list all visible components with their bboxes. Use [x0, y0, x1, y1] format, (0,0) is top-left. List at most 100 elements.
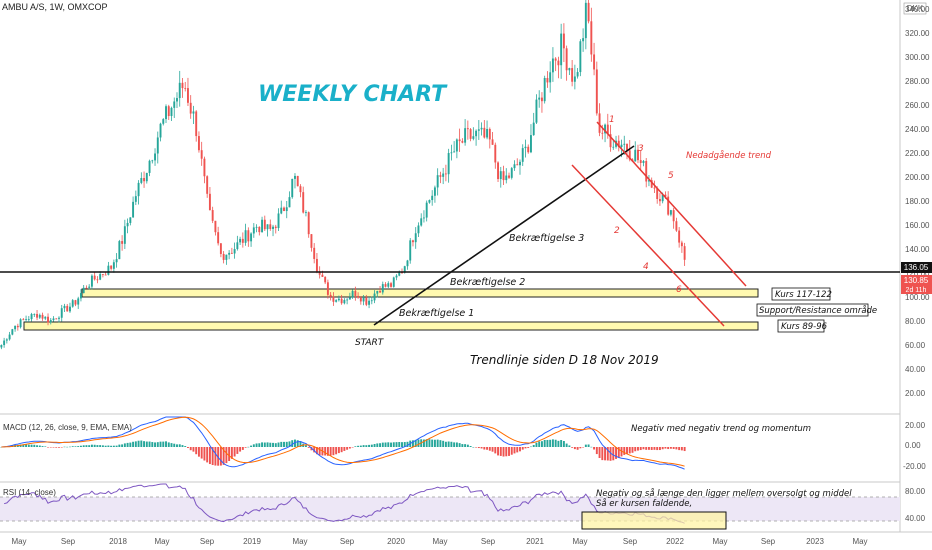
candle-body [472, 136, 475, 139]
candle-body [154, 153, 156, 161]
candle-body [669, 210, 672, 215]
macd-histogram-bar [52, 447, 55, 448]
macd-histogram-bar [315, 447, 318, 455]
candle-body [217, 232, 220, 244]
level-marker [901, 262, 932, 273]
candle-body [650, 180, 653, 188]
time-tick-label: Sep [761, 537, 776, 546]
candle-body [167, 106, 170, 117]
macd-histogram-bar [549, 439, 552, 447]
candle-body [477, 129, 480, 131]
candle-body [357, 295, 360, 298]
candle-body [244, 230, 247, 243]
macd-histogram-bar [357, 445, 360, 447]
macd-histogram-bar [27, 444, 30, 447]
candle-body [285, 207, 288, 212]
candle-body [398, 272, 401, 276]
candle-body [55, 318, 58, 320]
countdown-label: 2d 11h [906, 287, 927, 294]
macd-histogram-bar [431, 439, 434, 447]
candle-body [266, 224, 269, 230]
macd-histogram-bar [261, 442, 264, 447]
rsi-tick-1: 40.00 [905, 514, 926, 523]
macd-histogram-bar [466, 444, 469, 447]
candle-body [173, 101, 176, 108]
macd-histogram-bar [527, 447, 530, 448]
macd-histogram-bar [480, 447, 483, 449]
candle-body [395, 275, 398, 278]
macd-histogram-bar [508, 447, 510, 456]
candle-body [346, 299, 349, 301]
candle-body [140, 178, 143, 183]
time-tick-label: Sep [481, 537, 496, 546]
time-tick-label: Sep [61, 537, 76, 546]
macd-histogram-bar [211, 447, 214, 466]
macd-histogram-bar [401, 442, 403, 447]
candle-body [321, 274, 324, 277]
macd-histogram-bar [620, 447, 623, 457]
candle-body [241, 238, 244, 243]
rsi-polyline [3, 483, 685, 524]
time-tick-label: May [572, 537, 587, 546]
macd-histogram-bar [195, 447, 198, 455]
last-price-label: 130.85 [904, 276, 929, 285]
candle-body [579, 41, 582, 73]
macd-histogram-bar [645, 447, 648, 450]
candle-body [422, 217, 425, 219]
macd-histogram-bar [406, 441, 409, 447]
last-price-marker [901, 275, 932, 294]
macd-histogram-bar [540, 441, 543, 447]
candle-body [165, 106, 167, 120]
candle-body [387, 283, 390, 287]
zone-note-box [756, 303, 869, 317]
macd-histogram-bar [129, 442, 132, 447]
candle-body [466, 128, 469, 130]
price-tick-label: 200.00 [905, 173, 930, 182]
candle-body [252, 227, 255, 234]
time-tick-label: May [432, 537, 447, 546]
time-tick-label: 2023 [806, 537, 824, 546]
trendline-note: Trendlinje siden D 18 Nov 2019 [470, 353, 659, 367]
macd-histogram-bar [269, 442, 272, 447]
candle-body [661, 194, 664, 202]
macd-histogram-bar [49, 447, 52, 448]
candle-body [225, 254, 228, 260]
macd-histogram-bar [252, 444, 255, 447]
price-tick-label: 140.00 [905, 245, 930, 254]
candle-body [33, 313, 36, 315]
macd-histogram-bar [535, 442, 538, 447]
macd-histogram-bar [137, 440, 140, 447]
candle-body [535, 99, 538, 123]
macd-histogram-bar [373, 444, 376, 447]
price-tick-label: 40.00 [905, 365, 926, 374]
macd-histogram-bar [126, 442, 129, 447]
macd-histogram-bar [33, 444, 36, 447]
candle-body [562, 33, 565, 49]
candle-body [530, 135, 532, 153]
macd-histogram-bar [162, 441, 165, 447]
wave-3: 3 [638, 144, 644, 154]
macd-histogram-bar [258, 443, 261, 447]
candle-body [645, 160, 648, 182]
candle-body [263, 219, 266, 230]
candle-body [14, 325, 17, 330]
candle-body [283, 207, 285, 212]
candle-body [69, 306, 71, 312]
candle-body [417, 225, 420, 234]
candle-body [634, 149, 637, 162]
candle-body [19, 319, 22, 328]
macd-histogram-bar [329, 447, 332, 456]
candle-body [508, 175, 510, 178]
macd-histogram-bar [428, 439, 431, 447]
time-tick-label: Sep [340, 537, 355, 546]
candle-body [392, 277, 395, 287]
macd-histogram-bar [623, 447, 626, 455]
macd-histogram-bar [521, 447, 524, 450]
candle-body [123, 226, 126, 244]
candle-body [11, 329, 14, 335]
macd-histogram-bar [343, 447, 346, 451]
macd-histogram-bar [110, 445, 113, 447]
candle-body [71, 300, 74, 307]
macd-histogram-bar [639, 447, 642, 451]
